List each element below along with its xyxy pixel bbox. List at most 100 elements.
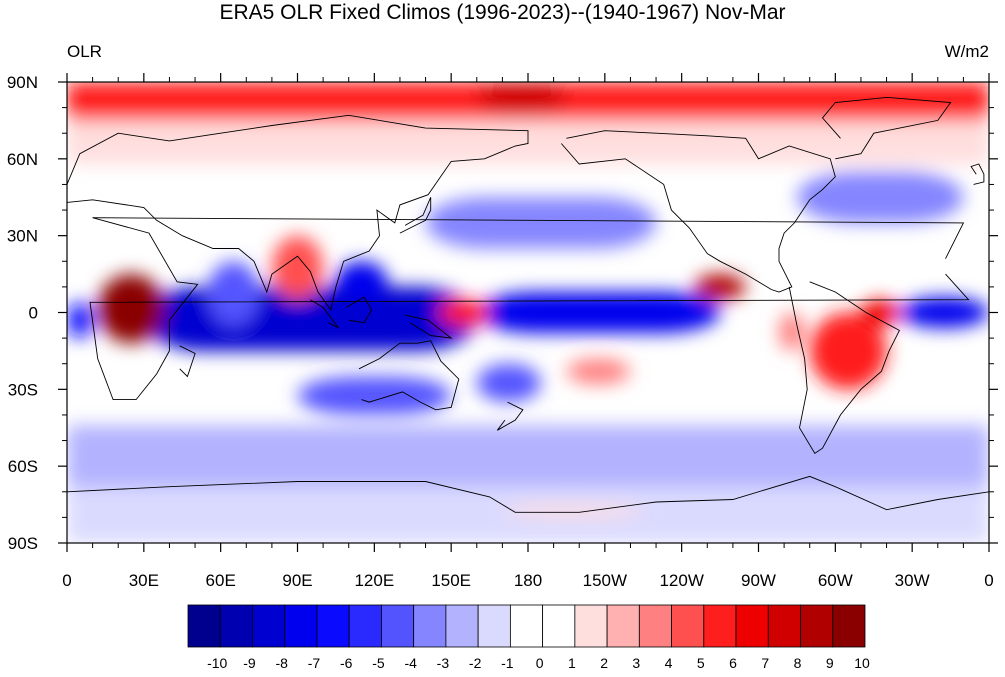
colorbar-box [219,604,253,648]
y-tick-label: 90S [8,534,38,553]
colorbar-box [703,604,737,648]
colorbar-label: 4 [665,655,673,671]
coast-north-america [560,130,836,293]
colorbar-label: 7 [761,655,769,671]
colorbar-label: 2 [600,655,608,671]
colorbar-label: -1 [501,655,514,671]
coast-greenland [821,96,952,160]
coast-japan [399,197,432,234]
colorbar-label: 0 [536,655,544,671]
coast-britain [970,163,985,185]
y-tick-label: 30S [8,380,38,399]
coast-new-guinea [405,314,453,339]
x-tick-label: 30W [895,571,930,590]
colorbar-label: 6 [729,655,737,671]
colorbar-label: -8 [275,655,288,671]
colorbar-box [316,604,350,648]
colorbar-label: -7 [308,655,321,671]
colorbar-label: -9 [243,655,256,671]
colorbar-label: 5 [697,655,705,671]
y-axis: 90N 60N 30N 0 30S 60S 90S [7,73,998,553]
colorbar-box [767,604,801,648]
field-feature-23 [502,504,644,518]
field-feature-13 [425,197,657,249]
colorbar-label: -10 [207,655,227,671]
units-label: W/m2 [945,42,989,61]
colorbar-box [735,604,769,648]
x-tick-label: 30E [129,571,159,590]
field-feature-17 [809,312,887,390]
coast-africa [89,217,970,401]
field-feature-14 [694,274,746,300]
field-feature-9 [97,274,165,344]
field-feature-22 [796,171,964,223]
coast-south-america [788,281,900,455]
colorbar-label: 1 [568,655,576,671]
left-corner-label: OLR [67,42,102,61]
field-feature-16 [566,358,631,385]
x-tick-label: 120E [354,571,394,590]
coast-sumatra [310,299,339,329]
coast-australia [358,340,460,411]
field-feature-21 [297,376,452,415]
coastlines [67,96,989,513]
colorbar-label: -3 [437,655,450,671]
field-feature-12 [335,261,388,300]
colorbar-label: -4 [404,655,417,671]
colorbar-label: -6 [340,655,353,671]
coast-antarctica [67,475,989,513]
x-tick-label: 0 [62,571,71,590]
colorbar-label: 10 [854,655,870,671]
x-tick-label: 180 [514,571,542,590]
x-tick-label: 60W [818,571,853,590]
y-tick-label: 90N [7,73,38,92]
field-feature-7 [899,297,989,328]
colorbar-box [606,604,640,648]
coast-madagascar [179,345,196,378]
field-feature-15 [438,299,490,326]
field-feature-18 [778,312,805,351]
coast-eurasia [67,114,529,311]
field-feature-19 [860,299,900,326]
y-tick-label: 0 [29,304,38,323]
colorbar-label: 8 [794,655,802,671]
field-feature-8 [67,302,93,339]
y-tick-label: 30N [7,227,38,246]
colorbar-box [348,604,382,648]
colorbar-box [381,604,415,648]
x-tick-label: 0 [984,571,993,590]
field-feature-6 [476,292,721,333]
colorbar-box [187,604,221,648]
colorbar-label: 9 [826,655,834,671]
colorbar-box [638,604,672,648]
field-feature-3 [67,425,989,487]
y-tick-label: 60N [7,150,38,169]
colorbar-box [671,604,705,648]
x-tick-label: 120W [659,571,703,590]
x-tick-label: 90E [282,571,312,590]
coast-borneo [345,296,373,324]
colorbar-label: -5 [372,655,385,671]
field-feature-11 [271,235,324,300]
colorbar-box [542,604,576,648]
colorbar-box [413,604,447,648]
field-feature-10 [207,261,260,326]
x-axis: 0 30E 60E 90E 120E 150E 180 150W 120W 90W 60W 30W 0 [62,73,994,590]
x-tick-label: 150E [431,571,471,590]
colorbar-box [509,604,544,648]
colorbar-box [800,604,834,648]
x-tick-label: 60E [206,571,236,590]
colorbar-box [832,604,866,648]
field-feature-20 [476,363,541,403]
chart-title: ERA5 OLR Fixed Climos (1996-2023)--(1940… [219,1,785,24]
colorbar-box [252,604,286,648]
map-area [67,82,989,543]
colorbar-box [284,604,318,648]
x-tick-label: 150W [583,571,627,590]
colorbar-label: -2 [469,655,482,671]
olr-field [67,82,989,543]
y-tick-label: 60S [8,457,38,476]
field-feature-1 [476,82,567,113]
x-tick-label: 90W [741,571,776,590]
